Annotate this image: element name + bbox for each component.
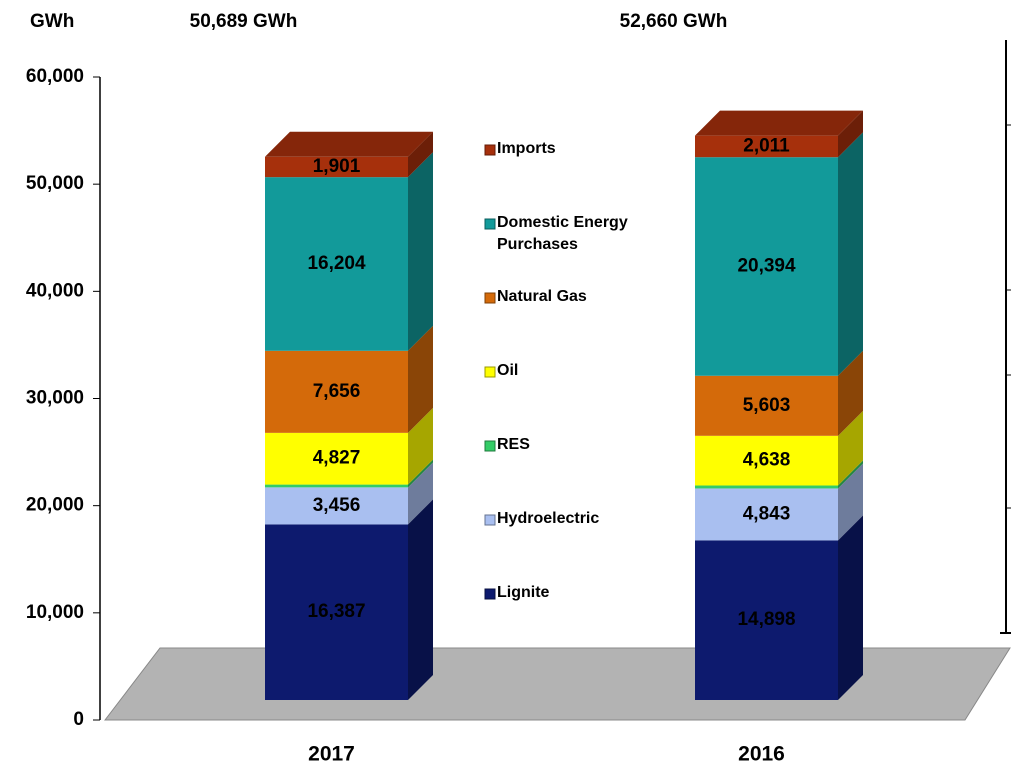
legend-entry: Imports <box>497 140 556 157</box>
bar-side <box>408 459 433 488</box>
total-annotation: 50,689 GWh <box>190 11 298 32</box>
bar-side <box>838 463 863 541</box>
value-label: 4,638 <box>743 450 791 471</box>
value-label: 4,827 <box>313 448 361 469</box>
bar-side <box>408 131 433 178</box>
legend-swatch <box>484 440 496 452</box>
value-label: 4,843 <box>743 503 791 524</box>
value-label: 7,656 <box>313 381 361 402</box>
legend-label: RES <box>497 436 530 453</box>
value-label: 3,456 <box>313 495 361 516</box>
bar-segment <box>695 135 838 158</box>
x-tick-label: 2017 <box>308 743 355 766</box>
value-label: 16,204 <box>307 253 366 274</box>
y-tick-label: 60,000 <box>26 66 84 87</box>
bar-segment <box>265 524 408 700</box>
value-label: 14,898 <box>737 609 795 630</box>
y-tick-label: 40,000 <box>26 280 84 301</box>
legend-swatch <box>484 366 496 378</box>
legend-entry: RES <box>497 436 530 453</box>
bar-segment <box>265 156 408 178</box>
legend-entry: Hydroelectric <box>497 510 600 527</box>
legend-label: Hydroelectric <box>497 510 600 527</box>
legend-entry: Oil <box>497 362 519 379</box>
y-tick-label: 0 <box>73 709 84 730</box>
value-label: 5,603 <box>743 395 791 416</box>
value-label: 1,901 <box>313 156 361 177</box>
bar-segment <box>265 487 408 525</box>
legend-swatch <box>484 514 496 526</box>
bar-segment <box>695 485 838 489</box>
legend-label: Imports <box>497 140 556 157</box>
legend-label: Lignite <box>497 584 550 601</box>
bar-segment <box>265 432 408 485</box>
bar-side <box>408 407 433 485</box>
bar-segment <box>265 177 408 351</box>
y-tick-label: 10,000 <box>26 602 84 623</box>
legend-label: Domestic Energy Purchases <box>497 214 628 253</box>
bar-top <box>695 110 863 136</box>
bar-top <box>265 131 433 157</box>
bar-side <box>838 132 863 376</box>
y-axis-label: GWh <box>30 11 74 32</box>
value-label: 20,394 <box>737 256 796 277</box>
value-label: 16,387 <box>307 601 365 622</box>
legend-swatch <box>484 218 496 230</box>
value-label: 2,011 <box>743 135 790 156</box>
legend-entry: Domestic Energy Purchases <box>497 214 628 253</box>
floor <box>103 647 1011 721</box>
bar-side <box>838 410 863 486</box>
legend-label: Oil <box>497 362 519 379</box>
bar-segment <box>695 540 838 700</box>
y-tick-label: 50,000 <box>26 173 84 194</box>
bar-side <box>408 499 433 700</box>
bar-segment <box>695 435 838 486</box>
y-tick-label: 20,000 <box>26 495 84 516</box>
legend-entry: Natural Gas <box>497 288 587 305</box>
bar-side <box>838 110 863 158</box>
bar-side <box>408 152 433 351</box>
bar-side <box>408 462 433 525</box>
bar-side <box>838 460 863 489</box>
legend-swatch <box>484 588 496 600</box>
legend-swatch <box>484 292 496 304</box>
right-frame <box>1000 40 1011 634</box>
legend-swatch <box>484 144 496 156</box>
bar-side <box>408 325 433 433</box>
legend-label: Natural Gas <box>497 288 587 305</box>
bar-side <box>838 515 863 700</box>
bar-segment <box>265 350 408 433</box>
total-annotation: 52,660 GWh <box>620 11 728 32</box>
bar-segment <box>695 375 838 436</box>
bar-segment <box>695 157 838 376</box>
bar-segment <box>265 484 408 488</box>
bar-segment <box>695 488 838 541</box>
x-tick-label: 2016 <box>738 743 785 766</box>
y-tick-label: 30,000 <box>26 388 84 409</box>
bar-side <box>838 350 863 436</box>
legend-entry: Lignite <box>497 584 550 601</box>
